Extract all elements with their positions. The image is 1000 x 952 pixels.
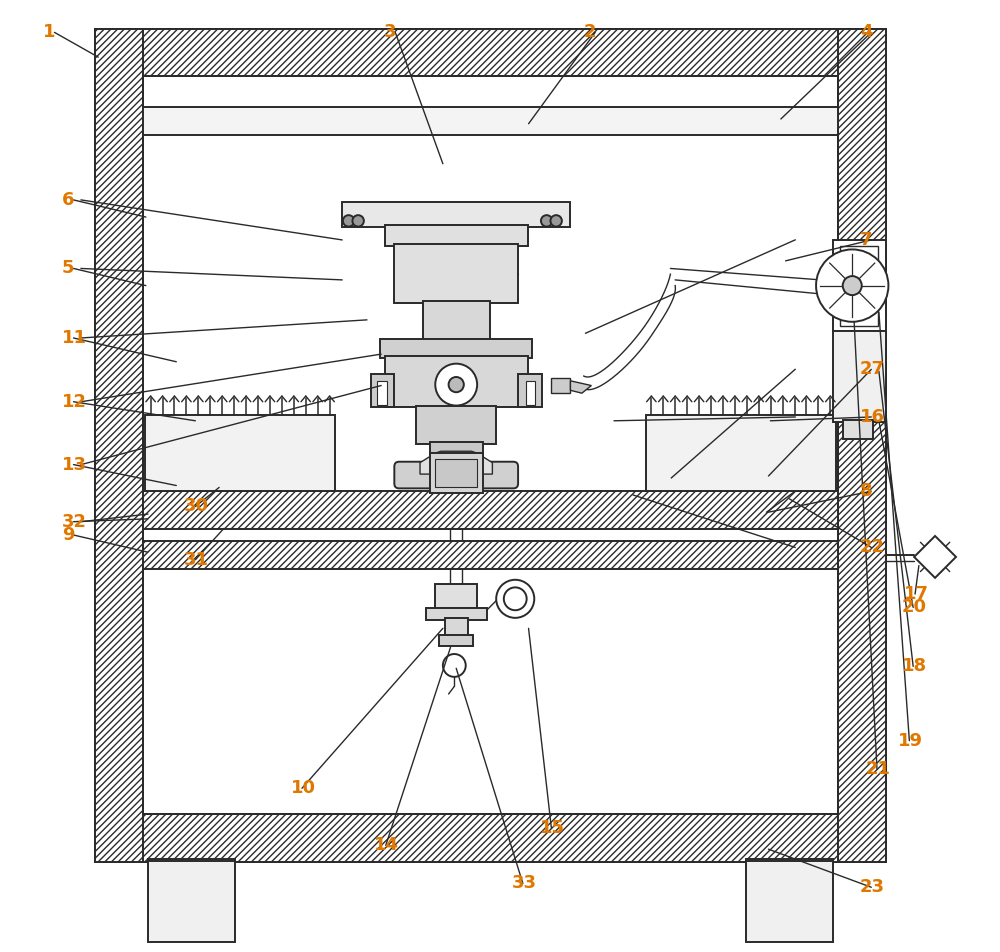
Bar (840, 246, 878, 326)
Bar (143, 541, 838, 569)
Bar (380, 339, 532, 358)
Bar (385, 356, 528, 407)
Bar (371, 374, 394, 407)
Text: 10: 10 (291, 780, 316, 797)
Bar (843, 420, 873, 439)
Text: 19: 19 (898, 732, 923, 749)
Bar (394, 244, 518, 303)
Text: 27: 27 (860, 361, 885, 378)
Text: 7: 7 (860, 231, 872, 248)
Text: 21: 21 (866, 761, 891, 778)
Text: 14: 14 (374, 837, 399, 854)
Bar (551, 378, 570, 393)
Text: 8: 8 (860, 483, 872, 500)
Bar (95, 29, 143, 862)
Bar (143, 491, 838, 529)
Text: 5: 5 (62, 260, 75, 277)
Polygon shape (914, 536, 956, 578)
Bar (518, 374, 542, 407)
Bar (342, 202, 570, 227)
Text: 31: 31 (184, 551, 209, 568)
Bar (95, 29, 886, 862)
Bar (430, 442, 483, 466)
Bar (526, 381, 535, 405)
Bar (377, 381, 387, 405)
Bar (838, 29, 886, 862)
Circle shape (352, 215, 364, 227)
Bar (145, 415, 335, 491)
Bar (416, 406, 496, 444)
Text: 15: 15 (540, 820, 565, 837)
Text: 4: 4 (860, 24, 872, 41)
Bar (148, 859, 235, 942)
Text: 23: 23 (860, 879, 885, 896)
Circle shape (449, 377, 464, 392)
Text: 6: 6 (62, 191, 75, 208)
Bar (143, 107, 838, 135)
Text: 11: 11 (62, 329, 87, 347)
Text: 18: 18 (902, 658, 927, 675)
Bar (435, 584, 477, 612)
Circle shape (541, 215, 552, 227)
Bar (435, 459, 477, 487)
Circle shape (435, 364, 477, 406)
Text: 20: 20 (902, 599, 927, 616)
Circle shape (504, 587, 527, 610)
Text: 12: 12 (62, 393, 87, 410)
Bar (430, 453, 483, 493)
Bar (95, 814, 886, 862)
Bar (833, 240, 886, 331)
Text: 33: 33 (511, 875, 536, 892)
FancyBboxPatch shape (394, 462, 518, 488)
Text: 9: 9 (62, 526, 75, 544)
Text: 22: 22 (860, 539, 885, 556)
Text: 13: 13 (62, 456, 87, 473)
Text: 17: 17 (904, 585, 929, 603)
Circle shape (443, 654, 466, 677)
Circle shape (550, 215, 562, 227)
Text: 30: 30 (184, 498, 209, 515)
Text: 2: 2 (584, 24, 596, 41)
Bar (833, 331, 886, 422)
Text: 1: 1 (43, 24, 56, 41)
Circle shape (843, 276, 862, 295)
Bar (646, 415, 836, 491)
Bar (445, 618, 468, 639)
Polygon shape (570, 381, 591, 393)
Bar (426, 608, 487, 620)
Circle shape (343, 215, 354, 227)
Circle shape (496, 580, 534, 618)
Text: 3: 3 (384, 24, 396, 41)
Bar (439, 635, 473, 646)
Bar (95, 29, 886, 76)
Text: 16: 16 (860, 408, 885, 426)
Text: 32: 32 (62, 513, 87, 530)
Circle shape (816, 249, 888, 322)
Bar (385, 225, 528, 246)
Bar (746, 859, 833, 942)
Polygon shape (420, 451, 492, 474)
Bar (423, 301, 490, 341)
